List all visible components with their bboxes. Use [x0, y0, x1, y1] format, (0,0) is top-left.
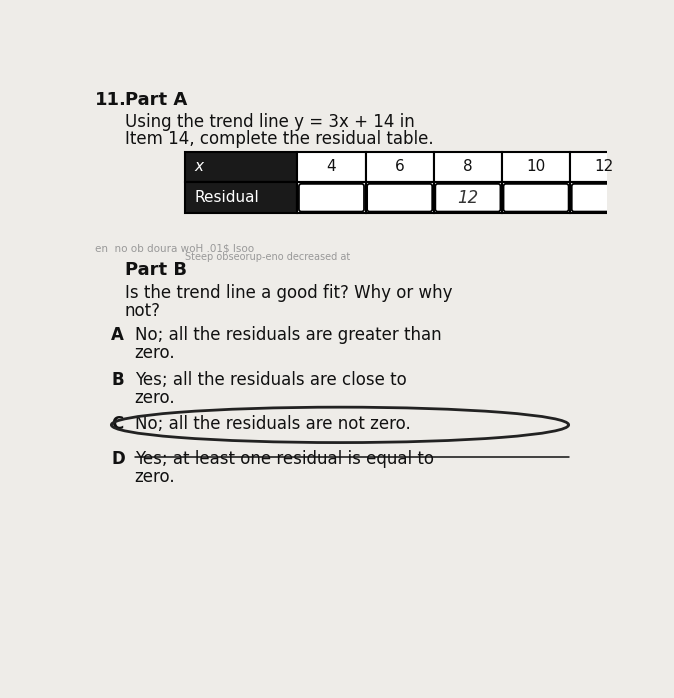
Text: A: A [111, 326, 124, 344]
Text: en  no ob doura woH .01$ Isoo: en no ob doura woH .01$ Isoo [95, 244, 254, 254]
FancyBboxPatch shape [299, 184, 364, 211]
Text: Part B: Part B [125, 261, 187, 279]
Text: 4: 4 [327, 159, 336, 174]
FancyBboxPatch shape [572, 184, 637, 211]
Bar [365, 182, 434, 213]
Text: Yes; all the residuals are close to: Yes; all the residuals are close to [135, 371, 406, 389]
Bar [570, 151, 638, 182]
Bar [185, 182, 297, 213]
Text: No; all the residuals are not zero.: No; all the residuals are not zero. [135, 415, 410, 433]
Bar [365, 151, 434, 182]
Text: D: D [111, 450, 125, 468]
Bar [502, 182, 570, 213]
Text: C: C [111, 415, 123, 433]
Text: Yes; at least one residual is equal to: Yes; at least one residual is equal to [135, 450, 433, 468]
FancyBboxPatch shape [435, 184, 500, 211]
FancyBboxPatch shape [503, 184, 569, 211]
Text: zero.: zero. [135, 344, 175, 362]
Text: zero.: zero. [135, 389, 175, 407]
Text: Item 14, complete the residual table.: Item 14, complete the residual table. [125, 130, 433, 148]
Bar [502, 151, 570, 182]
Text: x: x [194, 159, 204, 174]
Text: 10: 10 [526, 159, 546, 174]
Text: No; all the residuals are greater than: No; all the residuals are greater than [135, 326, 441, 344]
Text: 8: 8 [463, 159, 472, 174]
Text: not?: not? [125, 302, 160, 320]
Text: 12: 12 [594, 159, 614, 174]
Text: 6: 6 [395, 159, 404, 174]
Text: Steep obseorup-eno decreased at: Steep obseorup-eno decreased at [185, 251, 350, 262]
Text: B: B [111, 371, 124, 389]
Text: Using the trend line y = 3x + 14 in: Using the trend line y = 3x + 14 in [125, 113, 415, 131]
Text: zero.: zero. [135, 468, 175, 486]
Bar [297, 182, 365, 213]
Bar [434, 151, 502, 182]
Bar [570, 182, 638, 213]
Bar [434, 182, 502, 213]
Text: 12: 12 [457, 188, 479, 207]
Text: 11.: 11. [95, 91, 127, 110]
Bar [185, 151, 297, 182]
Text: Is the trend line a good fit? Why or why: Is the trend line a good fit? Why or why [125, 284, 452, 302]
Text: Residual: Residual [194, 191, 259, 205]
Bar [297, 151, 365, 182]
FancyBboxPatch shape [367, 184, 432, 211]
Text: Part A: Part A [125, 91, 187, 110]
